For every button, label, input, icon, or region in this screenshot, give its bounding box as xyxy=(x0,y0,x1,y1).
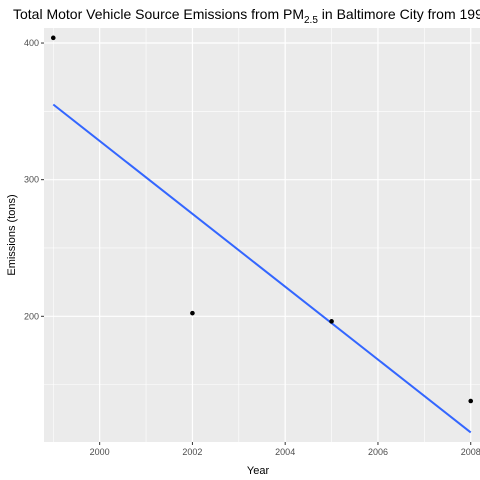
chart-title: Total Motor Vehicle Source Emissions fro… xyxy=(13,6,480,26)
y-axis-title: Emissions (tons) xyxy=(6,194,18,275)
data-point-2002 xyxy=(190,310,195,316)
y-tick-label-1: 300 xyxy=(24,175,39,185)
data-point-2008 xyxy=(468,398,474,404)
x-axis-title: Year xyxy=(247,465,270,477)
minor-grid xyxy=(44,28,480,442)
x-tick-label-0: 2000 xyxy=(90,447,110,457)
major-grid xyxy=(44,28,480,442)
x-tick-label-2: 2004 xyxy=(275,447,295,457)
y-tick-label-0: 200 xyxy=(24,311,39,321)
panel-background xyxy=(44,28,480,442)
x-tick-label-4: 2008 xyxy=(461,447,480,457)
x-tick-label-3: 2006 xyxy=(368,447,388,457)
y-tick-label-2: 400 xyxy=(24,38,39,48)
data-points xyxy=(50,35,474,404)
x-tick-label-1: 2002 xyxy=(182,447,202,457)
data-point-2005 xyxy=(329,319,334,324)
trend-line xyxy=(52,103,472,434)
data-point-1999 xyxy=(50,35,56,41)
x-axis-ticks: 2000 2002 2004 2006 2008 xyxy=(90,442,480,457)
trend-line-group xyxy=(52,103,472,434)
y-axis-ticks: 200 300 400 xyxy=(24,38,44,321)
